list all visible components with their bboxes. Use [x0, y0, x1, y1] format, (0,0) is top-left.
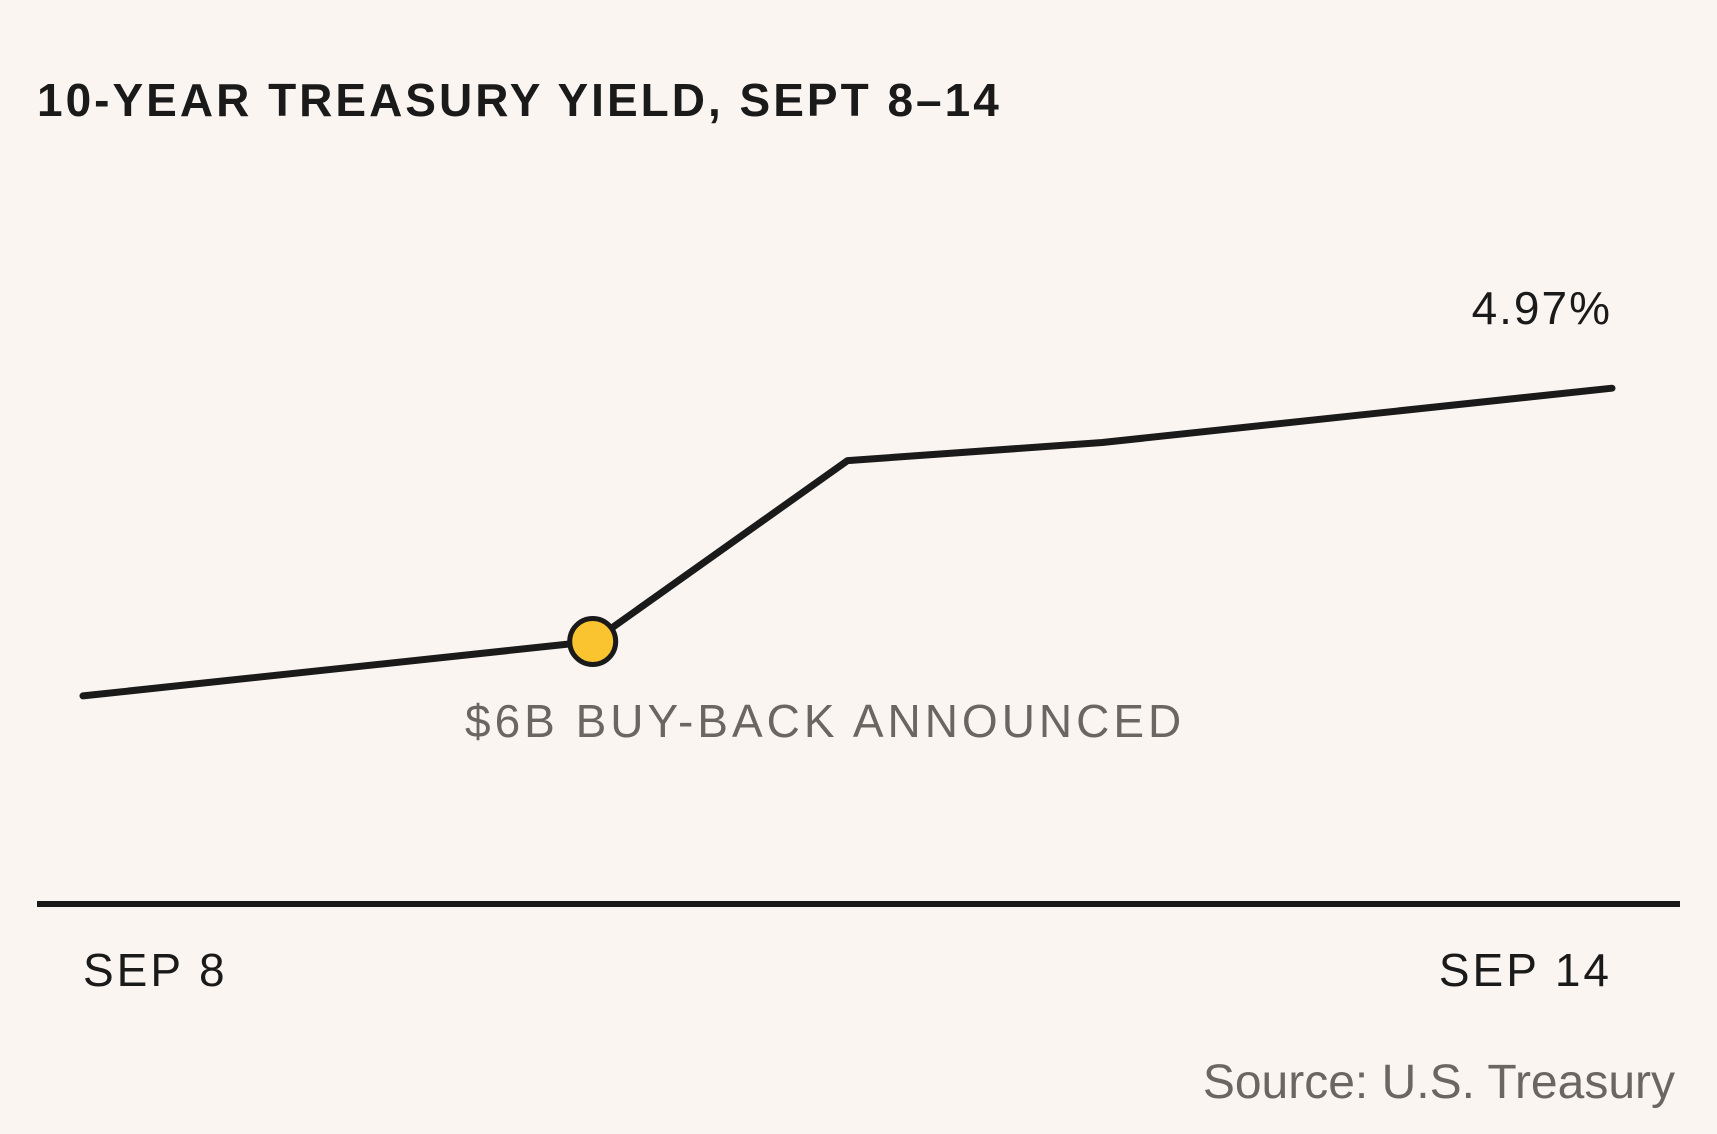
annotation-marker: [567, 616, 619, 667]
series-line-0: [79, 384, 1616, 700]
series-layer: [79, 384, 1616, 700]
end-value-label: 4.97%: [1472, 282, 1612, 334]
x-tick-label-end: SEP 14: [1439, 944, 1612, 996]
chart-title: 10-YEAR TREASURY YIELD, SEPT 8–14: [37, 74, 1002, 126]
x-tick-label-start: SEP 8: [83, 944, 228, 996]
annotation-label: $6B BUY-BACK ANNOUNCED: [465, 695, 1185, 747]
source-note: Source: U.S. Treasury: [1203, 1056, 1675, 1109]
